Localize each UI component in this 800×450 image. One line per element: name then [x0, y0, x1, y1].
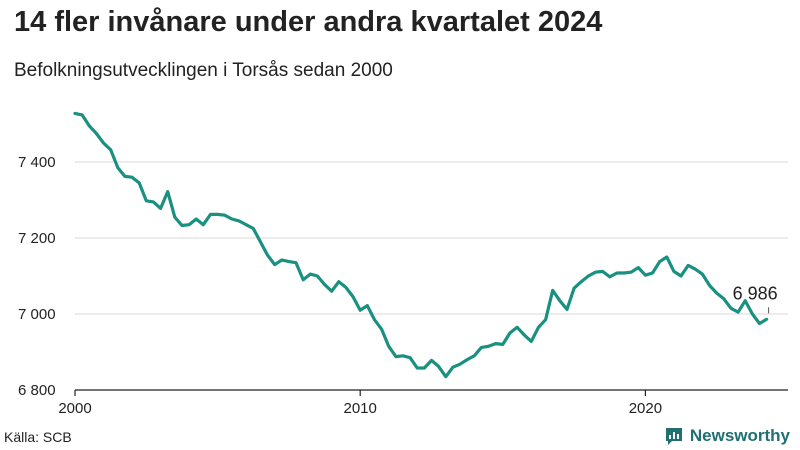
series-line: [73, 111, 769, 379]
brand-logo: Newsworthy: [664, 426, 790, 446]
y-tick-label: 7 200: [18, 230, 56, 247]
gridlines: [75, 161, 788, 391]
y-tick-label: 7 000: [18, 306, 56, 323]
last-value-label: 6 986: [733, 283, 778, 303]
chart-title: 14 fler invånare under andra kvartalet 2…: [14, 6, 603, 38]
y-axis: 6 800 7 000 7 200 7 400: [18, 154, 56, 399]
x-tick-label: 2010: [344, 400, 377, 417]
brand-name: Newsworthy: [689, 426, 790, 445]
chart-subtitle: Befolkningsutvecklingen i Torsås sedan 2…: [14, 60, 393, 81]
newsworthy-logo-icon: [665, 428, 682, 445]
value-labels: 6 986: [733, 283, 778, 314]
x-axis: 2000 2010 2020: [58, 390, 662, 417]
source-note: Källa: SCB: [4, 429, 72, 445]
x-tick-label: 2020: [629, 400, 662, 417]
y-tick-label: 7 400: [18, 154, 56, 171]
y-tick-label: 6 800: [18, 382, 56, 399]
x-tick-label: 2000: [58, 400, 91, 417]
